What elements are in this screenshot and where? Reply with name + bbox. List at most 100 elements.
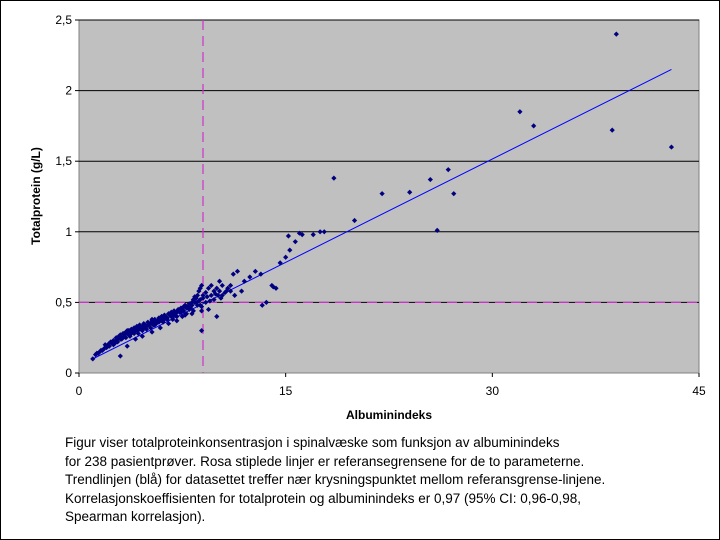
data-point [132,336,139,342]
data-point [141,325,147,331]
data-point [296,230,303,236]
data-point [427,176,433,183]
data-point [214,313,220,320]
y-axis-title: Totalprotein (g/L) [29,147,43,245]
x-tick-label: 45 [692,384,706,398]
data-point [517,109,523,115]
data-point [214,285,220,291]
data-point [124,343,130,349]
data-point [379,191,385,197]
data-point [317,229,323,235]
data-point [135,325,141,331]
data-point [613,31,619,37]
caption-line: Figur viser totalproteinkonsentrasjon i … [65,435,560,450]
data-point [238,288,245,294]
x-tick-label: 15 [279,384,293,398]
data-point [178,308,184,314]
data-point [98,347,104,354]
data-point [123,330,129,337]
data-point [188,305,194,311]
data-point [247,274,253,280]
data-point [211,296,217,303]
data-point [182,312,188,318]
data-point [114,339,121,345]
data-point [120,335,126,341]
data-point [149,316,155,322]
data-point [141,320,147,327]
data-point [189,299,195,305]
data-point [321,229,327,235]
data-point [299,232,305,238]
data-point [531,123,537,129]
y-tick-label: 2,5 [55,13,72,27]
data-point [126,328,132,334]
data-point [123,335,129,341]
data-point [252,268,258,274]
data-point [170,316,176,322]
caption-line: Korrelasjonskoeffisienten for totalprote… [65,490,582,506]
data-point [174,318,180,324]
data-point [197,302,203,308]
data-point [143,326,150,332]
data-point [139,333,145,339]
data-point [170,312,176,318]
data-point [165,320,172,327]
data-point [199,308,205,314]
data-point [205,306,212,313]
data-point [241,278,247,284]
data-point [216,278,223,284]
data-point [270,284,276,290]
data-point [445,167,451,173]
data-point [194,292,201,298]
data-point [292,239,298,245]
caption-line: Trendlinjen (blå) for datasettet treffer… [65,472,606,488]
data-point [192,299,198,305]
data-point [199,282,205,289]
data-point [159,313,165,320]
scatter-chart: 0 0,5 1 1,5 2 2,5 0 15 30 45 Albuminindeks Total… [29,13,706,422]
data-point [145,319,151,325]
data-point [183,311,190,317]
data-point [287,247,293,253]
data-point [194,302,201,308]
data-point [225,285,231,291]
data-point [179,313,185,320]
caption-line: for 238 pasientprøver. Rosa stiplede lin… [65,453,585,469]
data-point [102,344,108,351]
data-point [204,294,210,300]
data-point [139,328,145,334]
data-point [189,311,195,317]
data-point [149,329,155,335]
data-point [168,311,174,317]
data-point [259,302,265,308]
data-point [150,322,156,328]
data-point [106,340,112,346]
data-point [154,319,161,325]
data-point [219,282,225,289]
data-point [126,332,132,338]
data-point [174,313,180,320]
data-point [227,288,234,294]
data-point [164,316,170,322]
data-point [185,305,191,311]
x-tick-label: 0 [76,384,83,398]
data-point [131,328,137,334]
data-point [232,292,238,298]
data-point [128,326,134,332]
data-point [223,288,230,294]
data-point [203,299,209,305]
data-point [277,260,283,266]
data-point [137,326,143,332]
data-point [161,312,168,318]
data-point [183,304,190,310]
y-axis-ticks: 0 0,5 1 1,5 2 2,5 [55,13,79,380]
data-point [113,337,119,344]
data-point [668,144,675,150]
data-point [216,288,223,294]
data-point [258,271,264,277]
data-point [199,328,205,334]
data-point [203,289,209,296]
data-point [157,325,163,331]
data-point [127,333,133,339]
x-tick-label: 30 [486,384,500,398]
